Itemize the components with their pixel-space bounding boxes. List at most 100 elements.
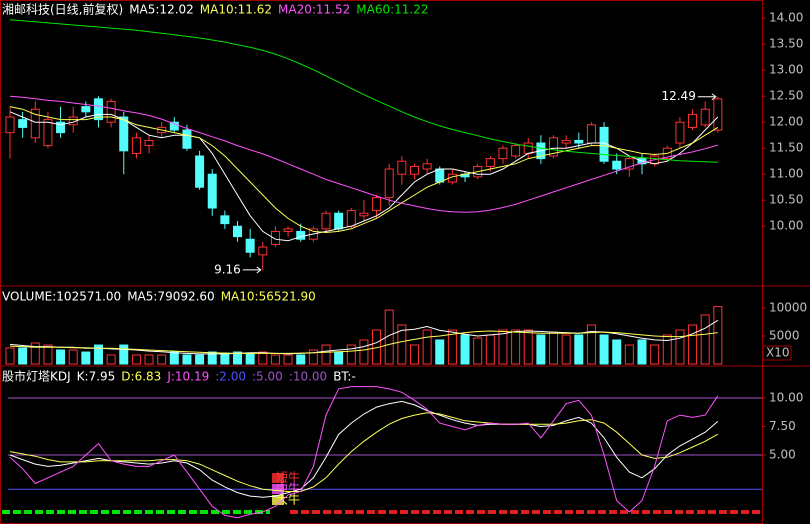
volume-bar [384, 309, 394, 365]
level-label: :2.00 [215, 370, 246, 384]
legend-entry: MA5:12.02 [129, 3, 194, 17]
series-line [9, 412, 719, 492]
candle-body [245, 238, 255, 253]
volume-bar [422, 329, 432, 365]
volume-bar [574, 334, 584, 365]
volume-bar [81, 351, 91, 365]
y-tick-label: 10000 [769, 301, 807, 315]
panel-note: BT:- [333, 370, 356, 384]
volume-bar [169, 351, 179, 365]
candle-body [93, 98, 103, 121]
candle-body [675, 121, 685, 144]
candle-body [258, 246, 268, 256]
series-line [9, 386, 719, 519]
volume-bar [220, 352, 230, 365]
volume-bar [473, 337, 483, 365]
candle-body [372, 197, 382, 212]
volume-bar [182, 354, 192, 365]
volume-bar [283, 354, 293, 365]
volume-bar [561, 334, 571, 365]
volume-bar [258, 351, 268, 365]
candle-body [334, 212, 344, 230]
y-tick-label: 12.50 [769, 89, 803, 103]
volume-bar [549, 331, 559, 365]
volume-bar [131, 354, 141, 365]
candle-body [586, 124, 596, 144]
signal-bar [272, 473, 284, 483]
price-annotation: 12.49 [661, 89, 695, 103]
level-label: :10.00 [289, 370, 327, 384]
volume-bar [511, 329, 521, 365]
volume-bar [359, 339, 369, 365]
signal-label: 短牛 [276, 470, 300, 485]
volume-bar [106, 354, 116, 365]
volume-bar [650, 344, 660, 365]
candle-body [422, 163, 432, 170]
legend-entry: D:6.83 [121, 370, 161, 384]
y-tick-label: 10.50 [769, 193, 803, 207]
volume-bar [409, 344, 419, 365]
candle-body [5, 116, 15, 134]
volume-bar [68, 349, 78, 365]
y-tick-label: 14.00 [769, 11, 803, 25]
candle-body [18, 119, 28, 128]
volume-bar [700, 314, 710, 365]
frame [0, 0, 763, 524]
volume-bar [43, 344, 53, 365]
candle-body [182, 129, 192, 149]
volume-bar [30, 342, 40, 365]
volume-bar [586, 324, 596, 365]
y-tick-label: 13.50 [769, 37, 803, 51]
candle-body [549, 137, 559, 157]
volume-bar [599, 334, 609, 365]
volume-bar [270, 354, 280, 365]
price-annotation: 9.16 [214, 262, 241, 276]
volume-bar [688, 324, 698, 365]
y-tick-label: 7.50 [769, 419, 796, 433]
legend-entry: MA10:11.62 [200, 3, 272, 17]
candle-body [106, 100, 116, 123]
candle-body [296, 230, 306, 240]
volume-bar [523, 329, 533, 365]
candle-body [81, 106, 91, 113]
series-line [9, 106, 719, 234]
candle-body [283, 228, 293, 232]
candle-body [43, 119, 53, 147]
volume-bar [308, 349, 318, 365]
series-line [9, 95, 718, 213]
volume-bar [435, 339, 445, 365]
volume-bar [195, 354, 205, 365]
volume-bar [498, 329, 508, 365]
candle-body [713, 98, 723, 131]
volume-bar [18, 347, 28, 365]
volume-bar [119, 344, 129, 365]
candle-body [523, 142, 533, 154]
volume-bar [321, 344, 331, 365]
candle-body [270, 230, 280, 245]
volume-bar [675, 329, 685, 365]
candle-body [688, 113, 698, 128]
annotation-arrowhead [256, 266, 262, 274]
candle-body [220, 215, 230, 225]
panel-title: 股市灯塔KDJ [2, 369, 71, 384]
panel-title: VOLUME:102571.00 [2, 290, 121, 304]
y-tick-label: 5.00 [769, 448, 796, 462]
volume-bar [624, 344, 634, 365]
legend-entry: MA10:56521.90 [221, 290, 316, 304]
volume-bar [296, 354, 306, 365]
candle-body [131, 137, 141, 154]
candle-body [169, 121, 179, 131]
y-tick-label: 11.00 [769, 167, 803, 181]
level-label: :5.00 [252, 370, 283, 384]
legend-entry: MA60:11.22 [356, 3, 428, 17]
volume-bar [536, 334, 546, 365]
legend-entry: MA20:11.52 [278, 3, 350, 17]
candle-body [409, 165, 419, 175]
volume-bar [207, 351, 217, 365]
y-tick-label: 12.00 [769, 115, 803, 129]
volume-bar [144, 354, 154, 365]
series-line [9, 400, 719, 498]
volume-bar [334, 351, 344, 365]
